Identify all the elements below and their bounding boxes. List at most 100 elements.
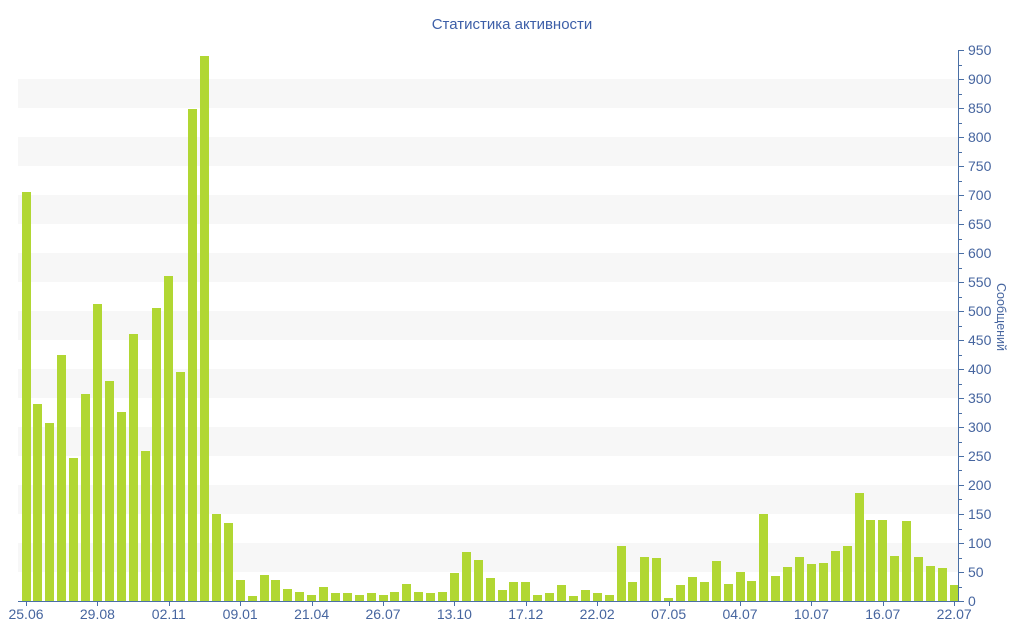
bar[interactable] [806,564,816,601]
bar[interactable] [568,596,578,601]
bar[interactable] [45,423,55,601]
bar[interactable] [295,592,305,601]
x-tick-label: 04.07 [722,606,758,622]
y-tick [959,572,964,573]
y-tick [959,239,962,240]
bar[interactable] [271,580,281,601]
bar[interactable] [390,592,400,601]
y-tick-label: 450 [968,332,992,348]
bar[interactable] [330,593,340,601]
x-tick [525,602,527,606]
bar[interactable] [21,192,31,601]
bar[interactable] [200,56,209,601]
bar[interactable] [592,593,602,601]
bar[interactable] [723,584,733,601]
y-tick-label: 500 [968,303,992,319]
bar[interactable] [33,404,43,601]
bar[interactable] [438,592,447,601]
bar[interactable] [378,595,388,601]
bar[interactable] [640,557,650,601]
bar[interactable] [152,308,162,601]
bar[interactable] [188,109,198,601]
bar[interactable] [687,577,697,601]
bar[interactable] [164,276,174,601]
bar[interactable] [247,596,257,601]
bar[interactable] [604,595,614,601]
bar[interactable] [664,598,674,601]
bar[interactable] [128,334,138,601]
bar[interactable] [461,552,471,601]
bar[interactable] [878,520,888,601]
bar[interactable] [890,556,900,601]
bar[interactable] [69,458,79,601]
bar[interactable] [354,595,364,601]
x-tick-label: 16.07 [865,606,901,622]
bar[interactable] [937,568,947,601]
bar[interactable] [176,372,186,601]
y-tick-label: 700 [968,187,992,203]
y-tick [959,514,964,515]
bar[interactable] [711,561,721,601]
bar[interactable] [676,585,685,601]
bar[interactable] [771,576,781,601]
y-tick [959,152,962,153]
bar[interactable] [616,546,626,601]
bar[interactable] [533,595,543,601]
bar[interactable] [521,582,531,601]
bar[interactable] [783,567,793,601]
x-tick-label: 26.07 [365,606,401,622]
bar[interactable] [116,412,126,601]
bar[interactable] [854,493,864,601]
y-tick-label: 0 [968,593,976,609]
bar[interactable] [699,582,709,601]
bar[interactable] [426,593,436,601]
bar[interactable] [735,572,745,601]
bar[interactable] [366,593,376,601]
bar[interactable] [402,584,412,601]
bar[interactable] [283,589,293,601]
bar[interactable] [842,546,852,601]
bar[interactable] [914,557,923,601]
bar[interactable] [580,590,590,601]
y-tick-label: 850 [968,100,992,116]
bar[interactable] [473,560,483,601]
bar[interactable] [140,451,150,601]
bar[interactable] [485,578,495,601]
bar[interactable] [866,520,876,601]
bar[interactable] [104,381,114,601]
x-tick [383,602,384,606]
bar[interactable] [818,563,828,601]
bar[interactable] [449,573,459,601]
bar[interactable] [57,355,67,601]
bar[interactable] [557,585,566,601]
bar[interactable] [628,582,638,601]
bar[interactable] [925,566,935,601]
bar[interactable] [759,514,769,601]
bar[interactable] [652,558,662,601]
bar[interactable] [902,521,912,601]
x-tick [454,602,456,606]
bar[interactable] [497,590,507,601]
y-tick [959,369,964,370]
bar[interactable] [509,582,519,601]
bar[interactable] [830,551,840,601]
y-tick [959,123,962,124]
bar[interactable] [259,575,269,601]
bar[interactable] [795,557,804,601]
bar[interactable] [342,593,352,601]
bar[interactable] [81,394,90,601]
bar[interactable] [223,523,233,601]
bar[interactable] [307,595,317,601]
bar[interactable] [92,304,102,601]
plot-area [18,50,959,602]
chart-title: Статистика активности [431,16,593,33]
bar[interactable] [747,581,757,601]
bar[interactable] [414,592,424,601]
x-tick-label: 22.02 [579,606,615,622]
bar[interactable] [545,593,555,601]
bar[interactable] [319,587,328,601]
bar[interactable] [211,514,221,601]
bar[interactable] [949,585,958,601]
bar[interactable] [235,580,245,601]
y-tick [959,470,962,471]
